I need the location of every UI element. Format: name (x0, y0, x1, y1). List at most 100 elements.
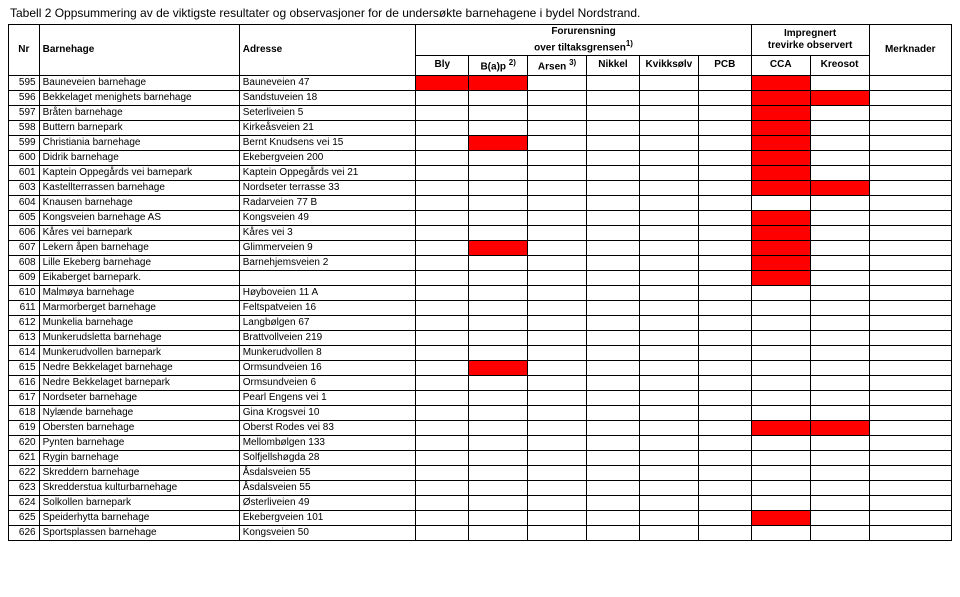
cell-addr: Oberst Rodes vei 83 (239, 420, 416, 435)
table-row: 624Solkollen barneparkØsterliveien 49 (9, 495, 952, 510)
cell-addr: Kåres vei 3 (239, 225, 416, 240)
cell-kreosot (810, 315, 869, 330)
cell-nikkel (586, 240, 639, 255)
cell-bap (469, 330, 528, 345)
cell-nr: 597 (9, 105, 40, 120)
cell-kreosot (810, 495, 869, 510)
cell-arsen (528, 390, 587, 405)
cell-kreosot (810, 105, 869, 120)
cell-name: Lekern åpen barnehage (39, 240, 239, 255)
cell-bly (416, 150, 469, 165)
cell-bly (416, 225, 469, 240)
cell-cca (751, 90, 810, 105)
cell-cca (751, 495, 810, 510)
cell-kreosot (810, 120, 869, 135)
cell-bly (416, 315, 469, 330)
cell-cca (751, 270, 810, 285)
cell-nr: 622 (9, 465, 40, 480)
table-row: 601Kaptein Oppegårds vei barneparkKaptei… (9, 165, 952, 180)
table-header: Nr Barnehage Adresse Forurensning over t… (9, 25, 952, 76)
cell-bly (416, 390, 469, 405)
cell-pcb (698, 150, 751, 165)
table-row: 605Kongsveien barnehage ASKongsveien 49 (9, 210, 952, 225)
cell-bap (469, 165, 528, 180)
cell-arsen (528, 285, 587, 300)
cell-bly (416, 240, 469, 255)
cell-nr: 609 (9, 270, 40, 285)
cell-nikkel (586, 195, 639, 210)
cell-pcb (698, 255, 751, 270)
cell-nikkel (586, 525, 639, 540)
cell-arsen (528, 105, 587, 120)
cell-pcb (698, 375, 751, 390)
cell-addr: Langbølgen 67 (239, 315, 416, 330)
col-nikkel-header: Nikkel (586, 56, 639, 75)
cell-nr: 605 (9, 210, 40, 225)
cell-arsen (528, 405, 587, 420)
cell-arsen (528, 525, 587, 540)
cell-arsen (528, 480, 587, 495)
cell-addr: Østerliveien 49 (239, 495, 416, 510)
cell-bly (416, 75, 469, 90)
table-row: 600Didrik barnehageEkebergveien 200 (9, 150, 952, 165)
cell-kreosot (810, 510, 869, 525)
cell-bap (469, 480, 528, 495)
table-row: 614Munkerudvollen barneparkMunkerudvolle… (9, 345, 952, 360)
cell-cca (751, 105, 810, 120)
cell-bap (469, 390, 528, 405)
cell-pcb (698, 240, 751, 255)
cell-kvikksolv (639, 390, 698, 405)
cell-merknader (869, 240, 952, 255)
cell-addr: Kongsveien 50 (239, 525, 416, 540)
table-row: 612Munkelia barnehageLangbølgen 67 (9, 315, 952, 330)
cell-bly (416, 330, 469, 345)
col-bly-header: Bly (416, 56, 469, 75)
cell-name: Munkelia barnehage (39, 315, 239, 330)
cell-kreosot (810, 405, 869, 420)
cell-arsen (528, 225, 587, 240)
cell-cca (751, 450, 810, 465)
cell-addr: Pearl Engens vei 1 (239, 390, 416, 405)
cell-bap (469, 105, 528, 120)
cell-merknader (869, 225, 952, 240)
cell-name: Skredderstua kulturbarnehage (39, 480, 239, 495)
cell-cca (751, 240, 810, 255)
cell-cca (751, 360, 810, 375)
cell-merknader (869, 480, 952, 495)
cell-name: Eikaberget barnepark. (39, 270, 239, 285)
cell-kreosot (810, 255, 869, 270)
cell-arsen (528, 150, 587, 165)
cell-kvikksolv (639, 510, 698, 525)
arsen-sup: 3) (569, 58, 576, 67)
cell-bap (469, 345, 528, 360)
cell-nikkel (586, 405, 639, 420)
cell-nikkel (586, 270, 639, 285)
cell-pcb (698, 105, 751, 120)
cell-merknader (869, 285, 952, 300)
cell-bly (416, 480, 469, 495)
cell-cca (751, 465, 810, 480)
cell-merknader (869, 465, 952, 480)
cell-bap (469, 465, 528, 480)
cell-cca (751, 150, 810, 165)
cell-merknader (869, 255, 952, 270)
col-arsen-header: Arsen 3) (528, 56, 587, 75)
cell-merknader (869, 150, 952, 165)
col-kreosot-header: Kreosot (810, 56, 869, 75)
cell-bap (469, 300, 528, 315)
cell-arsen (528, 255, 587, 270)
cell-bly (416, 435, 469, 450)
cell-cca (751, 435, 810, 450)
cell-cca (751, 165, 810, 180)
cell-pcb (698, 465, 751, 480)
cell-name: Christiania barnehage (39, 135, 239, 150)
cell-cca (751, 75, 810, 90)
cell-arsen (528, 420, 587, 435)
page-title: Tabell 2 Oppsummering av de viktigste re… (10, 6, 952, 20)
cell-merknader (869, 105, 952, 120)
cell-kreosot (810, 360, 869, 375)
cell-bap (469, 135, 528, 150)
cell-pcb (698, 225, 751, 240)
cell-nikkel (586, 390, 639, 405)
cell-pcb (698, 495, 751, 510)
